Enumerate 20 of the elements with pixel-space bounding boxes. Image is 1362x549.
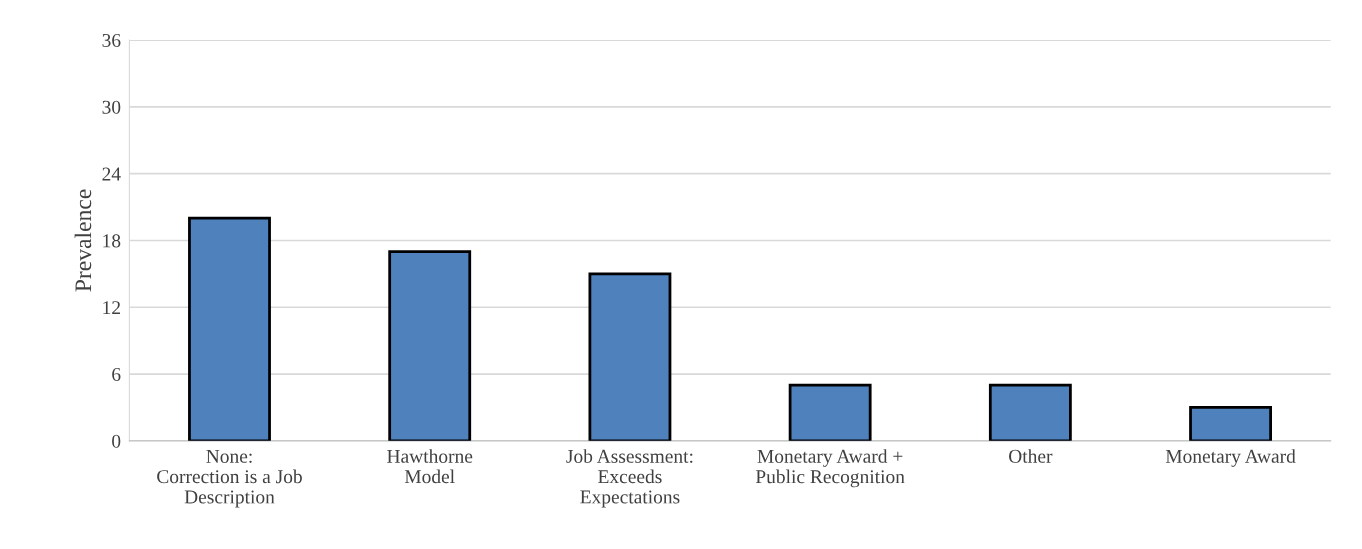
x-tick-label: Monetary Award	[1165, 449, 1296, 467]
y-tick-label: 36	[102, 33, 121, 48]
y-tick-label: 18	[103, 234, 121, 248]
bar	[1189, 406, 1272, 441]
y-tick-label: 30	[102, 100, 121, 114]
x-tick-label: Job Assessment: Exceeds Expectations	[566, 449, 693, 508]
x-tick-label: Hawthorne Model	[387, 449, 473, 484]
x-tick-label: Other	[1009, 449, 1053, 463]
y-axis-title: Prevalence	[74, 189, 92, 292]
bar	[588, 272, 672, 441]
x-tick-label: None: Correction is a Job Description	[157, 449, 302, 508]
bar	[988, 383, 1072, 441]
y-tick-label: 12	[103, 301, 120, 314]
y-tick-label: 0	[112, 434, 121, 448]
x-tick-label: Monetary Award + Public Recognition	[755, 449, 905, 488]
bar	[788, 383, 872, 441]
bar	[388, 250, 472, 441]
y-tick-label: 24	[102, 167, 121, 181]
y-tick-label: 6	[112, 367, 121, 381]
bar	[188, 216, 271, 441]
